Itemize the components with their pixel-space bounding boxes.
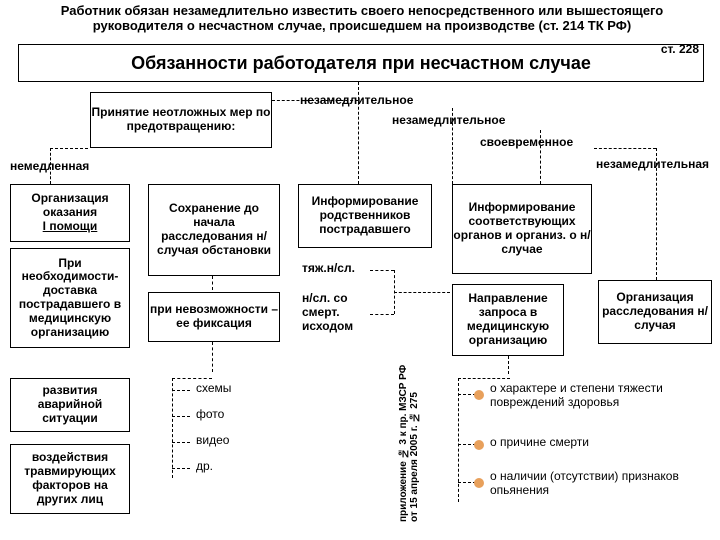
col2-item-3: др. — [196, 460, 213, 474]
col4-item-2: о наличии (отсутствии) признаков опьянен… — [490, 470, 710, 498]
c4-stem — [508, 356, 509, 374]
col2-item-0: схемы — [196, 382, 231, 396]
col4-item-1: о причине смерти — [490, 436, 710, 450]
timing-3: своевременное — [480, 136, 573, 150]
l-t4 — [50, 148, 51, 184]
title-box: Обязанности работодателя при несчастном … — [18, 44, 704, 82]
l-t5h — [594, 148, 656, 149]
appendix-ref: приложение № 3 к пр. МЗСР РФ от 15 апрел… — [398, 362, 420, 522]
col2-stem — [212, 342, 213, 372]
c2b0 — [172, 378, 212, 379]
c2b1 — [172, 390, 190, 391]
title-text: Обязанности работодателя при несчастном … — [131, 53, 591, 74]
col3-inform: Информирование родственников пострадавше… — [298, 184, 432, 248]
l-c34 — [394, 292, 450, 293]
col4-item-0: о характере и степени тяжести повреждени… — [490, 382, 710, 410]
col4-inform: Информирование соответствующих органов и… — [452, 184, 592, 274]
col1-transport: При необходимости- доставка пострадавшег… — [10, 248, 130, 348]
col4-request: Направление запроса в медицинскую органи… — [452, 284, 564, 356]
l-t1h — [272, 100, 358, 101]
timing-5: незамедлительная — [596, 158, 709, 172]
c3d2 — [370, 314, 394, 315]
col2-preserve: Сохранение до начала расследования н/слу… — [148, 184, 280, 276]
c2b4 — [172, 468, 190, 469]
col3-heavy: тяж.н/сл. — [302, 262, 355, 276]
col2-item-2: видео — [196, 434, 229, 448]
col2-item-1: фото — [196, 408, 224, 422]
col2-fix: при невозможности – ее фиксация — [148, 292, 280, 342]
l-t4h — [50, 148, 88, 149]
c2b3 — [172, 442, 190, 443]
dot-1 — [474, 390, 484, 400]
col2-bracket — [172, 378, 173, 478]
c2b2 — [172, 416, 190, 417]
timing-2: незамедлительное — [392, 114, 505, 128]
prevent-2: воздействия травмирующих факторов на дру… — [10, 444, 130, 514]
top-banner: Работник обязан незамедлительно известит… — [24, 4, 700, 34]
l-c2 — [212, 276, 213, 290]
col5-investigate: Организация расследования н/случая — [598, 280, 712, 344]
prevent-1: развития аварийной ситуации — [10, 378, 130, 432]
c4b0 — [458, 378, 510, 379]
col3-fatal: н/сл. со смерт. исходом — [302, 292, 372, 333]
measures-box: Принятие неотложных мер по предотвращени… — [90, 92, 272, 148]
l-t3 — [540, 130, 541, 184]
title-ref: ст. 228 — [661, 43, 699, 57]
l-t2 — [452, 108, 453, 184]
dot-2 — [474, 440, 484, 450]
c3d1 — [370, 270, 394, 271]
c4-bracket — [458, 378, 459, 502]
dot-3 — [474, 478, 484, 488]
l-t1 — [358, 82, 359, 184]
col1-help: Организация оказанияI помощи — [10, 184, 130, 242]
l-t5 — [656, 148, 657, 280]
